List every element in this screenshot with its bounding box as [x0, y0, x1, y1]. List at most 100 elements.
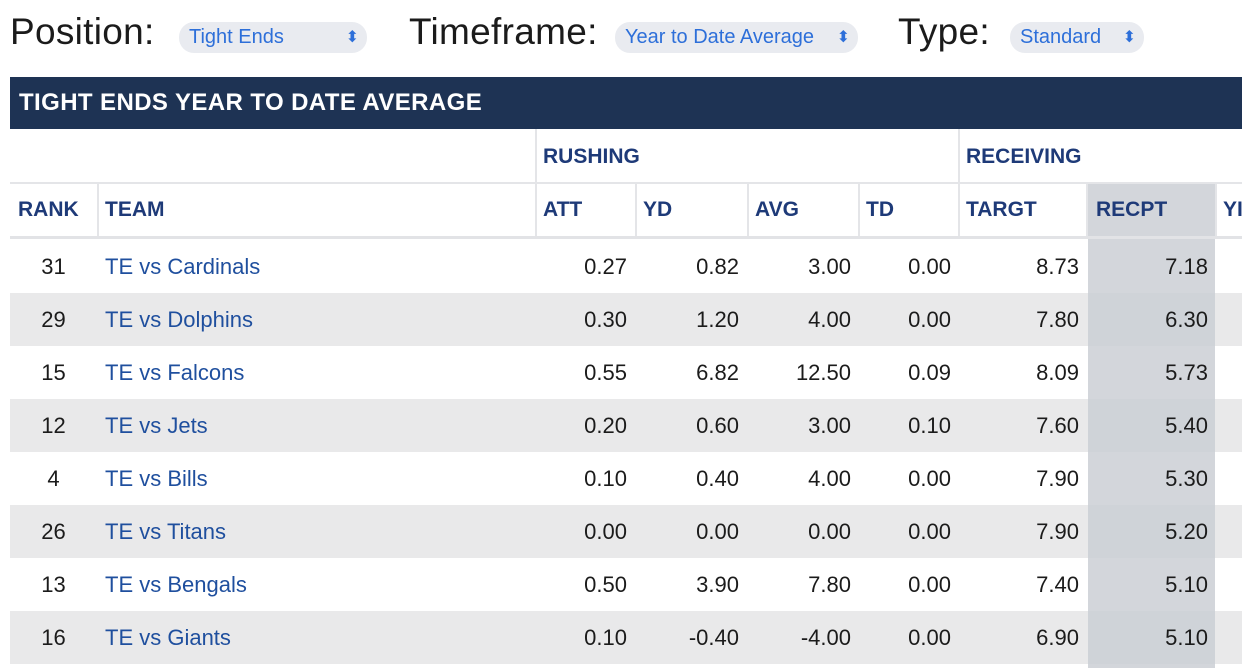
targt-cell: 7.40: [1036, 572, 1079, 597]
rush-td-cell: 0.00: [908, 572, 951, 597]
table-body: 31 TE vs Cardinals 0.27 0.82 3.00 0.00 8…: [10, 240, 1242, 664]
targt-cell: 8.09: [1036, 360, 1079, 385]
col-header-team[interactable]: TEAM: [105, 198, 165, 221]
rank-cell: 16: [41, 625, 66, 650]
filter-bar: Position: Tight Ends ⬍ Timeframe: Year t…: [0, 0, 1242, 77]
recpt-cell: 5.30: [1165, 466, 1208, 491]
col-header-rec-yd[interactable]: YI: [1223, 198, 1242, 221]
timeframe-label: Timeframe:: [409, 11, 598, 52]
targt-cell: 6.90: [1036, 625, 1079, 650]
type-select[interactable]: Standard ⬍: [1010, 22, 1144, 53]
col-header-rush-att[interactable]: ATT: [543, 198, 583, 221]
team-link[interactable]: TE vs Cardinals: [105, 254, 261, 279]
rank-cell: 13: [41, 572, 66, 597]
rush-yd-cell: 3.90: [696, 572, 739, 597]
rush-yd-cell: -0.40: [688, 625, 739, 650]
rush-td-cell: 0.00: [908, 307, 951, 332]
position-select[interactable]: Tight Ends ⬍: [179, 22, 367, 53]
timeframe-select[interactable]: Year to Date Average ⬍: [615, 22, 858, 53]
rush-avg-cell: 4.00: [808, 307, 851, 332]
team-link[interactable]: TE vs Falcons: [105, 360, 245, 385]
group-header-row: RUSHING RECEIVING: [10, 129, 1242, 184]
rush-td-cell: 0.00: [908, 625, 951, 650]
rush-td-cell: 0.09: [908, 360, 951, 385]
col-header-rank[interactable]: RANK: [18, 198, 79, 221]
rush-att-cell: 0.20: [584, 413, 627, 438]
rush-avg-cell: 3.00: [808, 254, 851, 279]
targt-cell: 7.60: [1036, 413, 1079, 438]
rank-cell: 29: [41, 307, 66, 332]
rush-yd-cell: 0.60: [696, 413, 739, 438]
type-label: Type:: [898, 11, 990, 52]
col-header-rush-avg[interactable]: AVG: [755, 198, 799, 221]
rush-td-cell: 0.00: [908, 254, 951, 279]
recpt-cell: 5.73: [1165, 360, 1208, 385]
targt-cell: 7.80: [1036, 307, 1079, 332]
rank-cell: 26: [41, 519, 66, 544]
table-row: 31 TE vs Cardinals 0.27 0.82 3.00 0.00 8…: [10, 240, 1242, 293]
team-link[interactable]: TE vs Giants: [105, 625, 231, 650]
rush-td-cell: 0.00: [908, 466, 951, 491]
rushing-group-header: RUSHING: [543, 145, 640, 168]
column-header-row: RANK TEAM ATT YD AVG TD TARGT RECPT YI: [10, 184, 1242, 239]
table-row: 15 TE vs Falcons 0.55 6.82 12.50 0.09 8.…: [10, 346, 1242, 399]
targt-cell: 7.90: [1036, 519, 1079, 544]
rush-avg-cell: 4.00: [808, 466, 851, 491]
team-link[interactable]: TE vs Bengals: [105, 572, 247, 597]
stats-table: TIGHT ENDS YEAR TO DATE AVERAGE RUSHING …: [10, 77, 1242, 668]
team-link[interactable]: TE vs Bills: [105, 466, 208, 491]
rush-yd-cell: 0.00: [696, 519, 739, 544]
table-row: 13 TE vs Bengals 0.50 3.90 7.80 0.00 7.4…: [10, 558, 1242, 611]
rank-cell: 4: [47, 466, 60, 491]
rush-att-cell: 0.00: [584, 519, 627, 544]
position-label: Position:: [10, 11, 155, 52]
table-title: TIGHT ENDS YEAR TO DATE AVERAGE: [10, 77, 1242, 129]
col-header-rush-yd[interactable]: YD: [643, 198, 673, 221]
rush-avg-cell: 0.00: [808, 519, 851, 544]
up-down-chevron-icon: ⬍: [836, 29, 850, 46]
col-header-targt[interactable]: TARGT: [966, 198, 1037, 221]
rank-cell: 12: [41, 413, 66, 438]
recpt-cell: 6.30: [1165, 307, 1208, 332]
recpt-cell: 5.10: [1165, 625, 1208, 650]
recpt-cell: 5.40: [1165, 413, 1208, 438]
col-header-recpt[interactable]: RECPT: [1096, 198, 1168, 221]
position-select-value: Tight Ends: [189, 26, 284, 48]
table-row: 26 TE vs Titans 0.00 0.00 0.00 0.00 7.90…: [10, 505, 1242, 558]
rush-att-cell: 0.55: [584, 360, 627, 385]
table-row: 4 TE vs Bills 0.10 0.40 4.00 0.00 7.90 5…: [10, 452, 1242, 505]
rush-att-cell: 0.10: [584, 466, 627, 491]
rush-avg-cell: 3.00: [808, 413, 851, 438]
type-select-value: Standard: [1020, 26, 1102, 48]
team-link[interactable]: TE vs Dolphins: [105, 307, 253, 332]
rush-avg-cell: 7.80: [808, 572, 851, 597]
team-link[interactable]: TE vs Jets: [105, 413, 208, 438]
recpt-cell: 5.10: [1165, 572, 1208, 597]
rank-cell: 15: [41, 360, 66, 385]
timeframe-select-value: Year to Date Average: [625, 26, 815, 48]
recpt-cell: 7.18: [1165, 254, 1208, 279]
col-header-rush-td[interactable]: TD: [866, 198, 894, 221]
rush-att-cell: 0.50: [584, 572, 627, 597]
rush-avg-cell: 12.50: [795, 360, 851, 385]
up-down-chevron-icon: ⬍: [345, 29, 359, 46]
rank-cell: 31: [41, 254, 66, 279]
rush-att-cell: 0.27: [584, 254, 627, 279]
team-link[interactable]: TE vs Titans: [105, 519, 227, 544]
up-down-chevron-icon: ⬍: [1122, 29, 1136, 46]
table-row: 29 TE vs Dolphins 0.30 1.20 4.00 0.00 7.…: [10, 293, 1242, 346]
rush-td-cell: 0.00: [908, 519, 951, 544]
rush-yd-cell: 0.82: [696, 254, 739, 279]
rush-att-cell: 0.10: [584, 625, 627, 650]
targt-cell: 8.73: [1036, 254, 1079, 279]
rush-td-cell: 0.10: [908, 413, 951, 438]
rush-avg-cell: -4.00: [800, 625, 851, 650]
rush-yd-cell: 1.20: [696, 307, 739, 332]
recpt-cell: 5.20: [1165, 519, 1208, 544]
targt-cell: 7.90: [1036, 466, 1079, 491]
table-row: 16 TE vs Giants 0.10 -0.40 -4.00 0.00 6.…: [10, 611, 1242, 664]
rush-att-cell: 0.30: [584, 307, 627, 332]
receiving-group-header: RECEIVING: [966, 145, 1082, 168]
rush-yd-cell: 0.40: [696, 466, 739, 491]
table-row: 12 TE vs Jets 0.20 0.60 3.00 0.10 7.60 5…: [10, 399, 1242, 452]
